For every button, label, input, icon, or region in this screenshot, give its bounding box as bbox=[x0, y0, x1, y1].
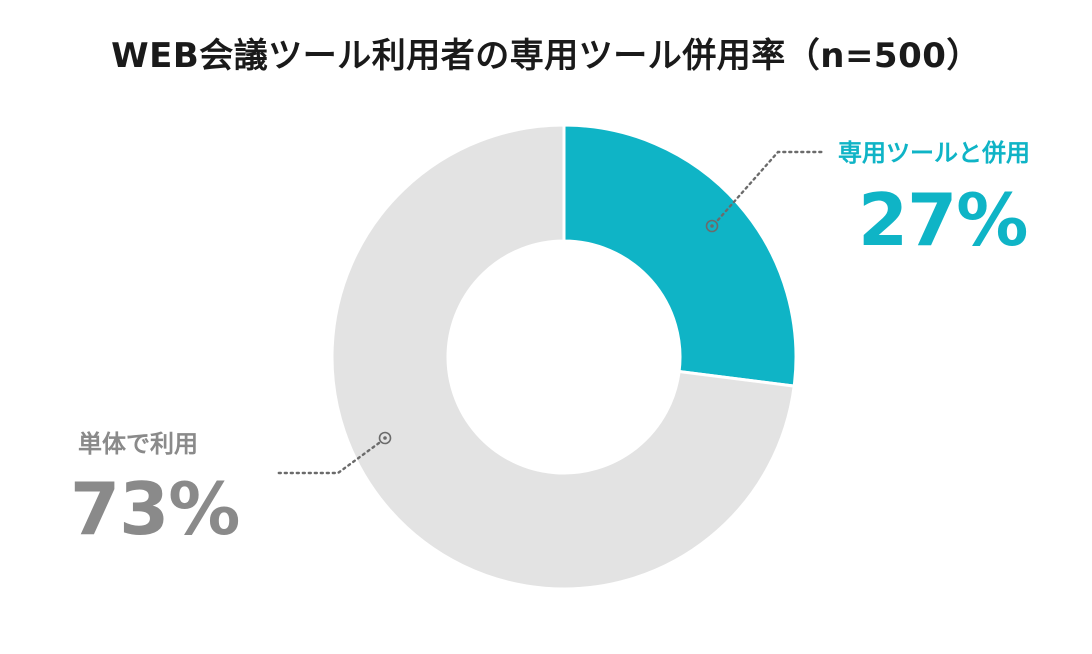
leader-line-single bbox=[276, 441, 381, 475]
leader-line-dedicated bbox=[716, 150, 826, 222]
chart-title: WEB会議ツール利用者の専用ツール併用率（n=500） bbox=[111, 36, 981, 76]
slice-label-dedicated: 専用ツールと併用 bbox=[838, 139, 1030, 167]
leader-marker-dedicated bbox=[705, 219, 719, 233]
leader-marker-single bbox=[378, 431, 392, 445]
slice-dedicated bbox=[562, 123, 798, 388]
slice-value-single: 73% bbox=[70, 467, 240, 551]
slice-label-single: 単体で利用 bbox=[78, 430, 198, 458]
slice-value-dedicated: 27% bbox=[858, 178, 1028, 262]
slice-single bbox=[330, 123, 796, 591]
